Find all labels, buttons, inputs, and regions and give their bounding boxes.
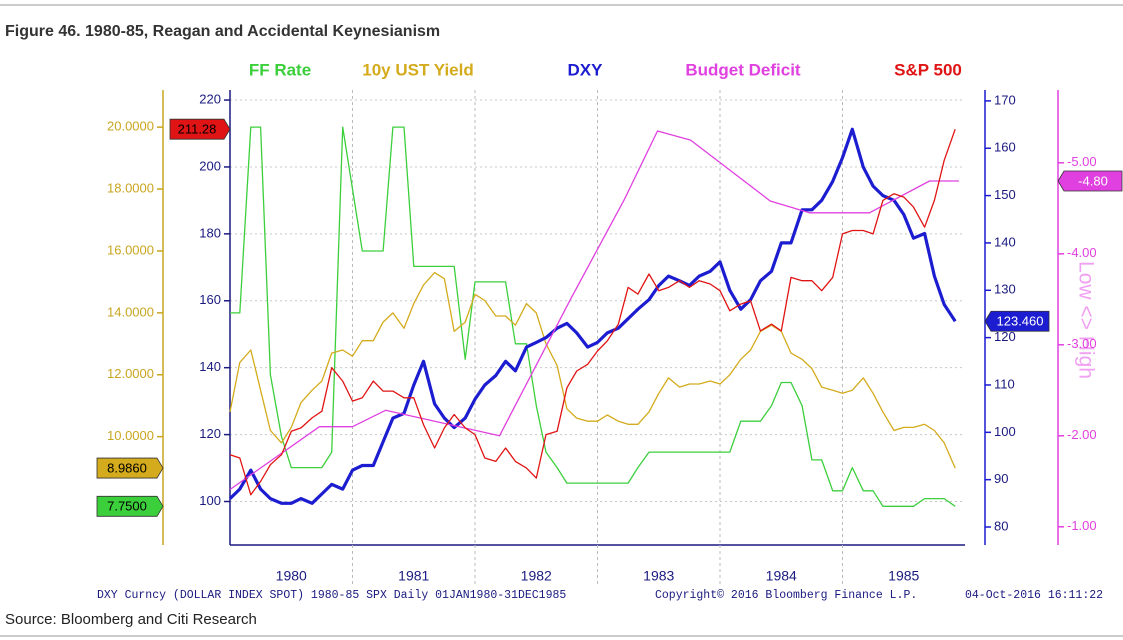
y-tick-label: 120	[199, 426, 221, 441]
end-tag-label: 211.28	[178, 122, 217, 137]
y-tick-label: 12.0000	[107, 366, 154, 381]
x-tick-label: 1983	[643, 568, 674, 584]
x-tick-label: 1980	[276, 568, 307, 584]
x-tick-label: 1981	[398, 568, 429, 584]
end-tag	[169, 118, 231, 140]
y-tick-label: 130	[994, 282, 1016, 297]
y-tick-label: 90	[994, 471, 1008, 486]
y-tick-label: 170	[994, 92, 1016, 107]
legend-entry: S&P 500	[894, 60, 962, 79]
y-tick-label: 150	[994, 187, 1016, 202]
footer-note: Copyright© 2016 Bloomberg Finance L.P.	[655, 589, 917, 602]
series-line	[228, 127, 957, 505]
end-tag-label: 7.7500	[107, 499, 147, 514]
y-tick-label: 110	[994, 376, 1015, 391]
y-tick-label: 10.0000	[107, 428, 154, 443]
y-tick-label: 140	[199, 359, 221, 374]
end-tag-label: 8.9860	[107, 460, 147, 475]
y-tick-label: 20.0000	[107, 119, 154, 134]
chart-title: Figure 46. 1980-85, Reagan and Accidenta…	[5, 23, 440, 40]
end-tag	[984, 310, 1050, 332]
footer-note: 04-Oct-2016 16:11:22	[965, 589, 1103, 602]
y-tick-label: -1.00	[1067, 518, 1097, 533]
y-tick-label: 180	[199, 225, 221, 240]
end-tag-label: -4.80	[1078, 173, 1108, 188]
legend-entry: Budget Deficit	[685, 60, 801, 79]
y-tick-label: 100	[199, 493, 221, 508]
end-tag	[1057, 170, 1123, 192]
y-tick-label: 16.0000	[107, 242, 154, 257]
y-tick-label: -4.00	[1067, 245, 1097, 260]
y-tick-label: 140	[994, 234, 1016, 249]
y-tick-label: 14.0000	[107, 304, 154, 319]
footer-note: DXY Curncy (DOLLAR INDEX SPOT) 1980-85 S…	[97, 589, 566, 602]
y-tick-label: 100	[994, 424, 1016, 439]
y-tick-label: 200	[199, 158, 221, 173]
end-tag	[96, 495, 164, 517]
legend-entry: DXY	[568, 60, 604, 79]
y-tick-label: 160	[994, 140, 1016, 155]
y-tick-label: 220	[199, 91, 221, 106]
end-tag-label: 123.460	[997, 314, 1044, 329]
legend-entry: FF Rate	[249, 60, 311, 79]
series-line	[229, 128, 956, 496]
end-tag	[96, 457, 164, 479]
x-tick-label: 1982	[521, 568, 552, 584]
y-tick-label: -2.00	[1067, 427, 1097, 442]
y-tick-label: -3.00	[1067, 336, 1097, 351]
source: Source: Bloomberg and Citi Research	[5, 611, 257, 628]
x-tick-label: 1984	[766, 568, 797, 584]
y-tick-label: 80	[994, 518, 1008, 533]
series-line	[229, 271, 956, 469]
y-tick-label: 120	[994, 329, 1016, 344]
y-tick-label: 160	[199, 292, 221, 307]
series-line	[229, 130, 959, 491]
y-tick-label: 18.0000	[107, 180, 154, 195]
axis-label: Low <> High	[1074, 261, 1097, 379]
series-line	[230, 126, 956, 507]
x-tick-label: 1985	[888, 568, 919, 584]
legend-entry: 10y UST Yield	[362, 60, 474, 79]
y-tick-label: -5.00	[1067, 154, 1097, 169]
